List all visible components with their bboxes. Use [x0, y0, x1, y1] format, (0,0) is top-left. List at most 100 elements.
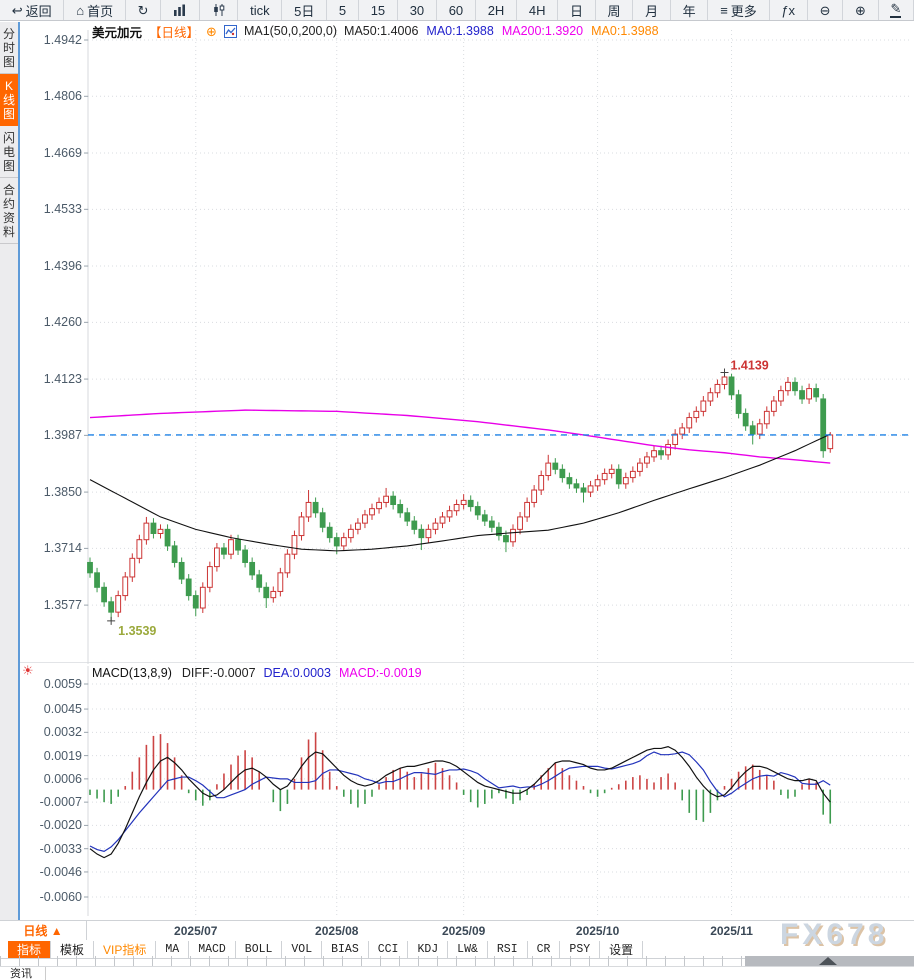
back-icon: ↩ [11, 2, 23, 18]
indicator-vol[interactable]: VOL [282, 941, 323, 958]
main-candlestick-chart[interactable]: 1.4139 1.3539 [20, 26, 914, 664]
indicator-cr[interactable]: CR [528, 941, 561, 958]
fx-icon: ƒx [781, 2, 796, 18]
more-button[interactable]: ≡ 更多 [708, 0, 770, 20]
indicator-vip[interactable]: VIP指标 [94, 941, 157, 958]
indicator-cci[interactable]: CCI [369, 941, 409, 958]
expand-panel-arrow-icon[interactable] [819, 957, 837, 965]
price-axis-label: 1.4396 [43, 259, 82, 274]
indicator-rsi[interactable]: RSI [488, 941, 528, 958]
ma200-value: MA200:1.3920 [501, 24, 584, 38]
interval-2h-button[interactable]: 2H [476, 0, 518, 20]
interval-year-label: 年 [682, 3, 696, 19]
draw-icon: ✎ [890, 1, 902, 18]
sidebar-tab-lightning-chart[interactable]: 闪电图 [0, 126, 18, 178]
news-tab[interactable]: 资讯 [0, 967, 46, 980]
sidebar-tab-time-chart[interactable]: 分时图 [0, 22, 18, 74]
interval-5m-button[interactable]: 5 [327, 0, 359, 20]
interval-5m-label: 5 [338, 2, 347, 18]
chart-header: 美元加元 【日线】 ⊕ MA1(50,0,200,0) MA50:1.4006 M… [92, 23, 659, 40]
home-icon: ⌂ [76, 2, 85, 18]
price-axis-label: 1.3714 [43, 541, 82, 556]
ma0-orange-value: MA0:1.3988 [591, 24, 659, 38]
interval-5d-label: 5日 [294, 3, 315, 19]
price-axis-label: 1.3850 [43, 485, 82, 500]
date-axis-row: 日线 ▲ 2025/07 2025/08 2025/09 2025/10 2025/11 [0, 920, 914, 940]
zoom-in-icon: ⊕ [855, 2, 866, 18]
period-tag: 【日线】 [149, 25, 200, 40]
watermark: FX678 [780, 918, 889, 951]
svg-text:1.4139: 1.4139 [731, 358, 769, 372]
more-icon: ≡ [720, 2, 728, 18]
price-axis-label: 1.4533 [43, 202, 82, 217]
bar-chart-view-button[interactable] [161, 0, 200, 20]
date-label: 2025/10 [575, 924, 620, 938]
home-label: 首页 [87, 3, 114, 19]
price-axis-label: 1.4942 [43, 33, 82, 47]
price-axis-label: 1.4806 [43, 89, 82, 104]
price-axis-label: 1.4669 [43, 146, 82, 161]
macd-values: DIFF:-0.0007 DEA:0.0003 MACD:-0.0019 [182, 666, 422, 680]
macd-settings-icon[interactable]: ☀ [22, 663, 34, 678]
interval-week-button[interactable]: 周 [596, 0, 634, 20]
price-axis-label: 1.3577 [43, 598, 82, 613]
price-axis-label: 1.3987 [43, 428, 82, 443]
dea-value: DEA:0.0003 [263, 666, 331, 680]
pane-separator [20, 662, 914, 663]
chart-scrollbar[interactable] [0, 956, 914, 966]
macd-axis-label: 0.0019 [43, 748, 82, 763]
interval-4h-button[interactable]: 4H [517, 0, 559, 20]
sidebar-tab-contract-info[interactable]: 合约资料 [0, 178, 18, 244]
interval-60m-button[interactable]: 60 [437, 0, 476, 20]
macd-axis-label: 0.0006 [43, 771, 82, 786]
indicator-lw[interactable]: LW& [448, 941, 488, 958]
interval-30m-button[interactable]: 30 [398, 0, 437, 20]
interval-15m-button[interactable]: 15 [359, 0, 398, 20]
back-label: 返回 [25, 3, 52, 19]
macd-axis-label: -0.0033 [39, 841, 82, 856]
indicator-[interactable]: 指标 [8, 941, 52, 958]
indicator-boll[interactable]: BOLL [236, 941, 283, 958]
macd-axis-label: -0.0020 [39, 818, 82, 833]
interval-month-label: 月 [645, 3, 659, 19]
interval-month-button[interactable]: 月 [633, 0, 671, 20]
indicator-macd[interactable]: MACD [189, 941, 236, 958]
interval-tick-button[interactable]: tick [238, 0, 283, 20]
interval-2h-label: 2H [487, 2, 505, 18]
indicator-fx-button[interactable]: ƒx [770, 0, 808, 20]
price-axis-label: 1.4123 [43, 372, 82, 387]
ma-param: MA1(50,0,200,0) [243, 24, 338, 38]
date-label: 2025/07 [174, 924, 218, 938]
macd-chart[interactable] [20, 664, 914, 918]
interval-5d-button[interactable]: 5日 [282, 0, 328, 20]
macd-axis-label: -0.0060 [39, 890, 82, 904]
indicator-psy[interactable]: PSY [560, 941, 601, 958]
bottom-status-row: 资讯 [0, 966, 914, 980]
interval-tick-label: tick [250, 2, 270, 18]
add-indicator-icon[interactable]: ⊕ [206, 23, 217, 39]
interval-day-button[interactable]: 日 [558, 0, 596, 20]
zoom-out-button[interactable]: ⊖ [808, 0, 844, 20]
indicator-kdj[interactable]: KDJ [408, 941, 449, 958]
macd-axis-label: 0.0045 [43, 702, 82, 717]
period-selector-button[interactable]: 日线 ▲ [0, 921, 87, 940]
indicator-[interactable]: 设置 [600, 941, 644, 958]
indicator-bias[interactable]: BIAS [322, 941, 369, 958]
indicator-ma[interactable]: MA [156, 941, 190, 958]
more-label: 更多 [730, 3, 757, 19]
macd-axis-label: 0.0032 [43, 725, 82, 740]
refresh-button[interactable]: ↻ [126, 0, 162, 20]
candlestick-view-button[interactable] [200, 0, 239, 20]
back-button[interactable]: ↩ 返回 [0, 0, 65, 20]
home-button[interactable]: ⌂ 首页 [64, 0, 126, 20]
zoom-in-button[interactable]: ⊕ [843, 0, 879, 20]
interval-year-button[interactable]: 年 [671, 0, 709, 20]
indicator-[interactable]: 模板 [51, 941, 95, 958]
macd-axis-label: -0.0046 [39, 864, 82, 879]
mini-chart-icon[interactable] [223, 24, 237, 38]
draw-button[interactable]: ✎ [879, 0, 914, 20]
ma-values: MA50:1.4006 MA0:1.3988 MA200:1.3920 MA0:1.3… [344, 24, 659, 38]
macd-header: MACD(13,8,9) DIFF:-0.0007 DEA:0.0003 MACD:… [92, 666, 422, 680]
